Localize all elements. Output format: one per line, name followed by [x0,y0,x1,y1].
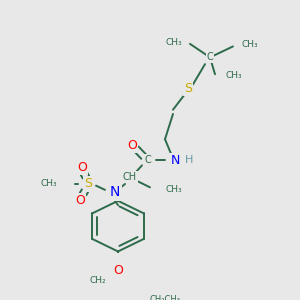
Text: N: N [170,154,180,167]
Text: CH₃: CH₃ [242,40,259,49]
Text: O: O [77,160,87,174]
Text: CH₃: CH₃ [225,71,242,80]
Text: S: S [184,82,192,95]
Text: O: O [75,194,85,207]
Text: CH₃: CH₃ [40,179,57,188]
Text: O: O [127,139,137,152]
Text: CH₃: CH₃ [165,38,182,47]
Text: H: H [185,155,193,165]
Text: C: C [207,52,213,62]
Text: CH₃: CH₃ [165,185,181,194]
Text: O: O [113,263,123,277]
Text: N: N [110,185,120,200]
Text: C: C [145,155,152,165]
Text: S: S [84,178,92,190]
Text: CH₂: CH₂ [89,277,106,286]
Text: CH: CH [123,172,137,182]
Text: CH₂CH₃: CH₂CH₃ [150,295,181,300]
